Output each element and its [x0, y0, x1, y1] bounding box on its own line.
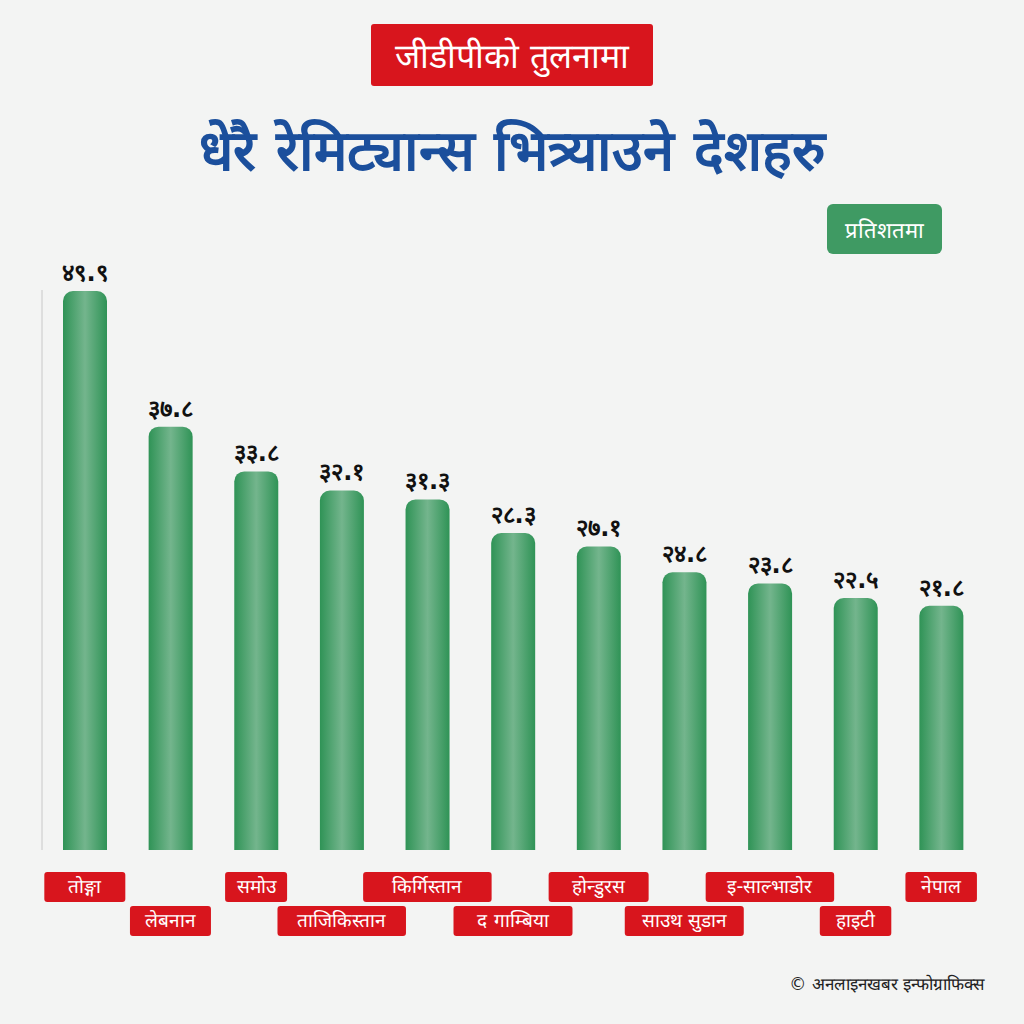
svg-text:होन्डुरस: होन्डुरस: [572, 875, 626, 899]
svg-text:लेबनान: लेबनान: [145, 909, 196, 931]
svg-text:३२.१: ३२.१: [319, 458, 364, 486]
svg-text:द गाम्बिया: द गाम्बिया: [477, 909, 549, 931]
html-text:जीडीपीको तुलनामा: जीडीपीको तुलनामा: [395, 36, 629, 76]
svg-text:इ-साल्भाडोर: इ-साल्भाडोर: [727, 875, 813, 897]
svg-text:२७.१: २७.१: [576, 514, 621, 542]
svg-text:२३.८: २३.८: [748, 551, 793, 579]
svg-text:२१.८: २१.८: [919, 574, 964, 602]
svg-text:३७.८: ३७.८: [148, 395, 193, 423]
html-text:© अनलाइनखबर इन्फोग्राफिक्स: © अनलाइनखबर इन्फोग्राफिक्स: [789, 974, 984, 994]
html-text:प्रतिशतमा: प्रतिशतमा: [845, 218, 924, 243]
svg-text:४९.९: ४९.९: [62, 259, 107, 287]
svg-text:किर्गिस्तान: किर्गिस्तान: [392, 875, 462, 897]
html-text:धेरै रेमिट्यान्स भित्र्याउने द: धेरै रेमिट्यान्स भित्र्याउने देशहरु: [199, 118, 825, 183]
svg-text:हाइटी: हाइटी: [836, 909, 876, 931]
svg-text:२४.८: २४.८: [662, 540, 707, 568]
svg-text:३१.३: ३१.३: [405, 467, 450, 495]
svg-text:समोउ: समोउ: [237, 875, 277, 897]
svg-text:तोङ्गा: तोङ्गा: [68, 875, 102, 897]
svg-text:ताजिकिस्तान: ताजिकिस्तान: [297, 909, 386, 931]
svg-text:नेपाल: नेपाल: [921, 875, 962, 897]
svg-text:३३.८: ३३.८: [234, 439, 279, 467]
svg-text:२८.३: २८.३: [491, 501, 536, 529]
svg-text:साउथ सुडान: साउथ सुडान: [642, 909, 727, 933]
svg-text:२२.५: २२.५: [833, 566, 878, 594]
